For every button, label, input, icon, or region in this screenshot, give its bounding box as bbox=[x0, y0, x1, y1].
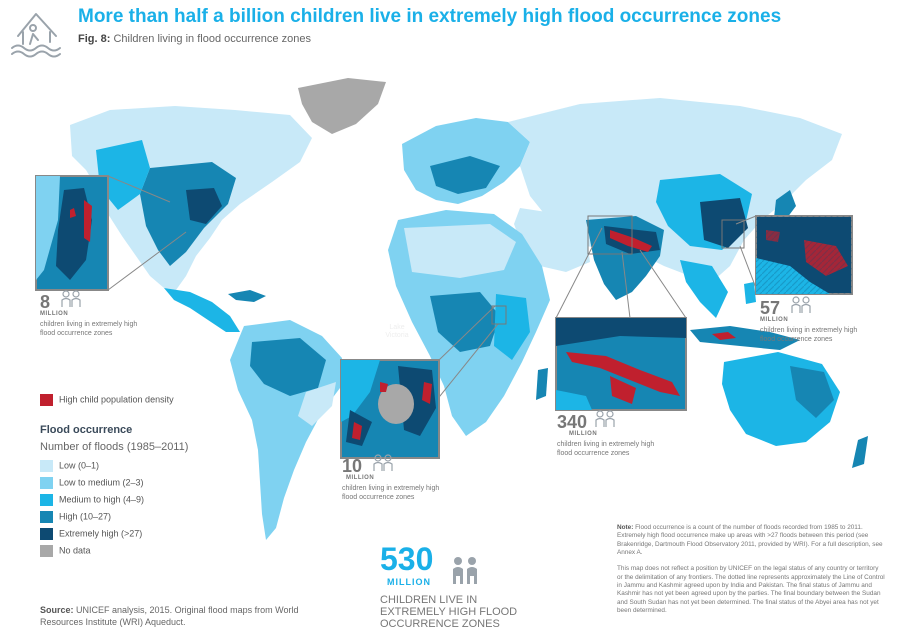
region-europe-high bbox=[430, 156, 500, 194]
legend-swatch bbox=[40, 460, 53, 472]
children-icon bbox=[453, 557, 477, 584]
region-north-america-medium bbox=[96, 140, 150, 210]
world-flood-map bbox=[35, 78, 868, 540]
stat-east-africa: 10 MILLION children living in extremely … bbox=[342, 454, 462, 503]
stat-east-africa-value: 10 bbox=[342, 456, 363, 476]
legend-density: High child population density bbox=[40, 394, 174, 406]
legend-label: High (10–27) bbox=[59, 511, 112, 522]
legend-density-label: High child population density bbox=[59, 394, 174, 405]
region-east-africa bbox=[494, 294, 530, 360]
region-japan bbox=[774, 190, 796, 222]
note-text: Flood occurrence is a count of the numbe… bbox=[617, 524, 883, 556]
inset-marker-south-asia bbox=[587, 215, 633, 255]
summary-unit: MILLION bbox=[387, 577, 431, 587]
region-central-africa bbox=[430, 292, 500, 352]
region-sahara bbox=[404, 224, 516, 278]
legend-item-medium-high: Medium to high (4–9) bbox=[40, 494, 144, 506]
stat-south-asia-desc: children living in extremely high flood … bbox=[557, 441, 655, 457]
source-note: Source: UNICEF analysis, 2015. Original … bbox=[40, 604, 310, 628]
flood-house-icon bbox=[11, 13, 61, 58]
legend-item-low-medium: Low to medium (2–3) bbox=[40, 477, 144, 489]
region-madagascar bbox=[536, 368, 548, 400]
legend-heading: Flood occurrence bbox=[40, 424, 133, 436]
note-paragraph: Note: Flood occurrence is a count of the… bbox=[617, 524, 885, 557]
legend-swatch bbox=[40, 528, 53, 540]
region-caribbean bbox=[228, 290, 266, 302]
legend-item-low: Low (0–1) bbox=[40, 460, 99, 472]
legend-label: Low (0–1) bbox=[59, 460, 100, 471]
region-central-america bbox=[164, 288, 240, 332]
stat-north-america-unit: MILLION bbox=[40, 311, 69, 317]
inset-south-asia bbox=[555, 317, 687, 411]
stat-east-asia: 57 MILLION children living in extremely … bbox=[760, 296, 870, 345]
children-icon bbox=[61, 290, 82, 307]
legend-subheading: Number of floods (1985–2011) bbox=[40, 441, 189, 453]
legend-item-high: High (10–27) bbox=[40, 511, 111, 523]
note-label: Note: bbox=[617, 524, 634, 531]
stat-east-africa-desc: children living in extremely high flood … bbox=[342, 485, 440, 501]
region-china-extreme bbox=[700, 198, 748, 248]
figure-caption: Fig. 8: Children living in flood occurre… bbox=[78, 33, 311, 45]
stat-south-asia-unit: MILLION bbox=[569, 431, 598, 437]
region-south-america-low bbox=[298, 382, 336, 426]
lake-victoria-label: Lake Victoria bbox=[385, 324, 409, 339]
inset-marker-east-africa bbox=[491, 305, 507, 325]
region-philippines bbox=[744, 282, 756, 304]
source-label: Source: bbox=[40, 605, 74, 615]
region-indonesia-density bbox=[712, 332, 736, 340]
inset-connectors bbox=[107, 175, 757, 459]
region-southeast-asia bbox=[680, 260, 728, 318]
figure-label: Fig. 8: bbox=[78, 33, 111, 45]
children-icon bbox=[373, 454, 394, 471]
region-ganges-density bbox=[610, 230, 652, 252]
legend-swatch bbox=[40, 545, 53, 557]
source-text: UNICEF analysis, 2015. Original flood ma… bbox=[40, 605, 299, 628]
legend-label: Low to medium (2–3) bbox=[59, 477, 144, 488]
legend-item-extremely-high: Extremely high (>27) bbox=[40, 528, 142, 540]
region-amazon bbox=[250, 338, 326, 396]
stat-east-africa-unit: MILLION bbox=[346, 475, 375, 481]
region-australia-high bbox=[790, 366, 834, 418]
summary-value: 530 bbox=[380, 541, 434, 577]
legend-item-no-data: No data bbox=[40, 545, 91, 557]
stat-south-asia-value: 340 bbox=[557, 412, 588, 432]
stat-south-asia: 340 MILLION children living in extremely… bbox=[557, 410, 677, 459]
legend-swatch bbox=[40, 477, 53, 489]
stat-east-asia-unit: MILLION bbox=[760, 317, 789, 323]
map-note: Note: Flood occurrence is a count of the… bbox=[617, 524, 885, 623]
legend-label: Medium to high (4–9) bbox=[59, 494, 145, 505]
legend-label: No data bbox=[59, 545, 91, 556]
legend-swatch bbox=[40, 511, 53, 523]
children-icon bbox=[791, 296, 812, 313]
legend-label: Extremely high (>27) bbox=[59, 528, 143, 539]
map-landmass bbox=[70, 78, 868, 540]
summary-desc: CHILDREN LIVE IN EXTREMELY HIGH FLOOD OC… bbox=[380, 594, 518, 631]
stat-east-asia-value: 57 bbox=[760, 298, 781, 318]
stat-north-america: 8 MILLION children living in extremely h… bbox=[40, 290, 160, 339]
figure-caption-text: Children living in flood occurrence zone… bbox=[113, 33, 311, 45]
legend-density-swatch bbox=[40, 394, 53, 406]
region-north-america-extreme bbox=[186, 188, 222, 224]
inset-marker-east-asia bbox=[721, 219, 745, 249]
region-indonesia bbox=[690, 326, 800, 350]
inset-north-america bbox=[35, 175, 109, 291]
region-north-america-high bbox=[140, 162, 236, 266]
inset-east-asia bbox=[755, 215, 853, 295]
children-icon bbox=[594, 410, 615, 427]
region-greenland bbox=[298, 78, 386, 134]
legend-swatch bbox=[40, 494, 53, 506]
region-new-zealand bbox=[852, 436, 868, 468]
stat-east-asia-desc: children living in extremely high flood … bbox=[760, 327, 858, 343]
note-disclaimer: This map does not reflect a position by … bbox=[617, 565, 885, 614]
stat-north-america-desc: children living in extremely high flood … bbox=[40, 321, 138, 337]
page-title: More than half a billion children live i… bbox=[78, 6, 782, 27]
inset-east-africa bbox=[340, 359, 440, 459]
stat-north-america-value: 8 bbox=[40, 292, 51, 312]
